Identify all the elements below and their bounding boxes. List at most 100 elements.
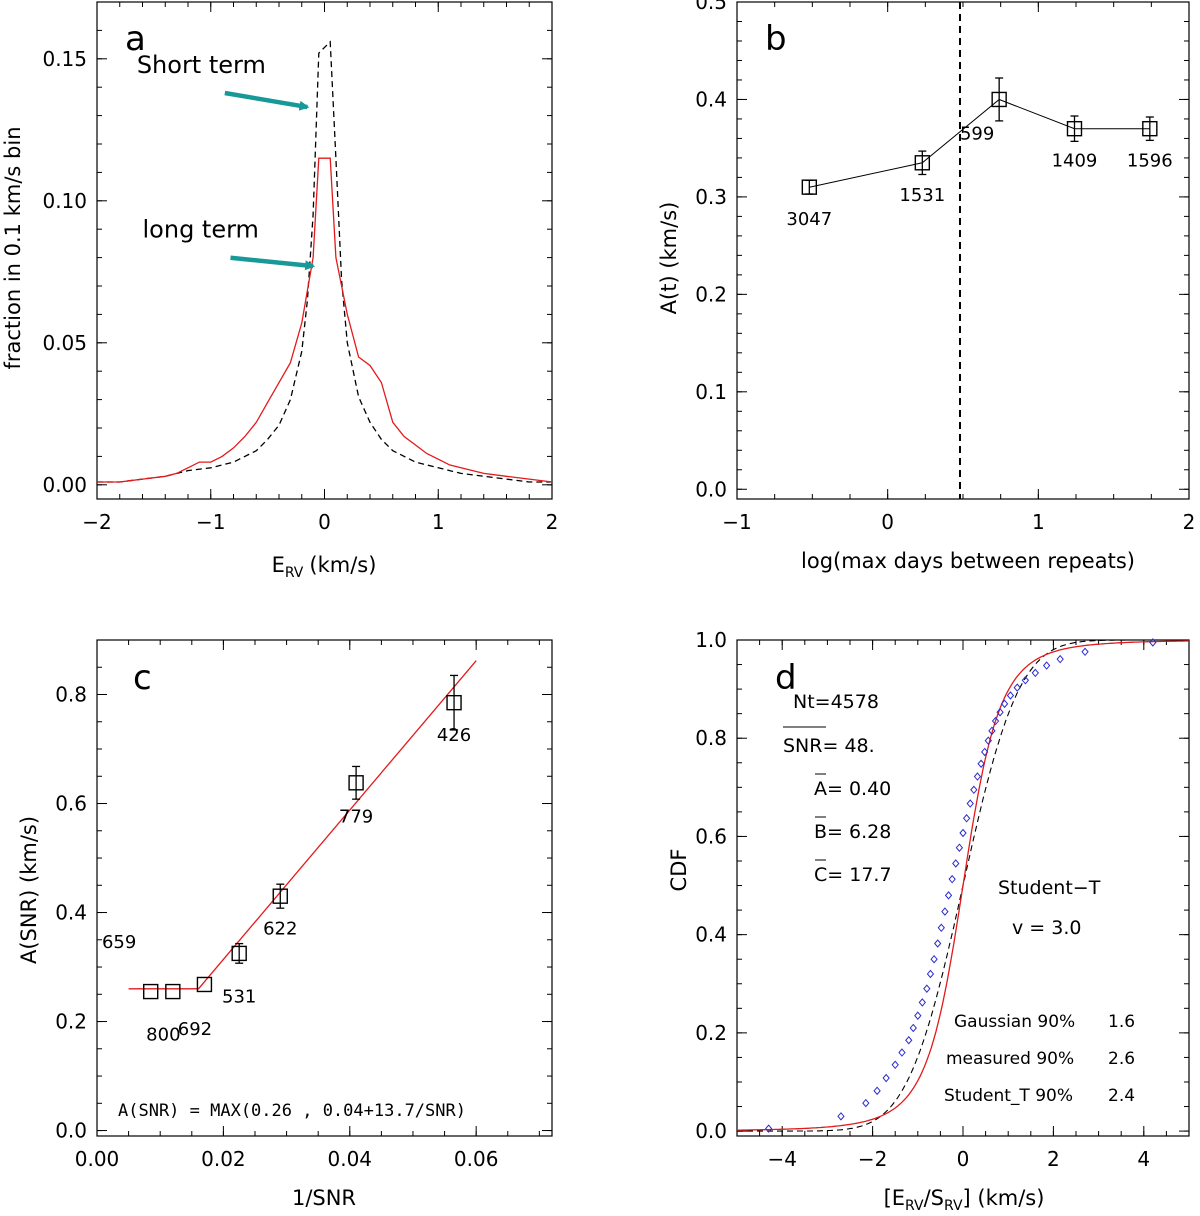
panel-d-xlabel-mid: /S (924, 1186, 944, 1210)
panel-b-ytick-label: 0.2 (695, 282, 727, 306)
long-term-label: long term (143, 216, 259, 244)
measured-point (1013, 683, 1021, 692)
stat-b-value: = 6.28 (827, 821, 891, 843)
stat-c-value: = 17.7 (827, 864, 891, 886)
panel-c-xlabel: 1/SNR (292, 1186, 356, 1210)
panel-b-frame (736, 1, 1190, 500)
at-point (801, 179, 818, 195)
panel-d-ytick-label: 1.0 (695, 628, 727, 652)
stat-c: C= 17.7 (814, 864, 892, 886)
stat-row-0-label: Gaussian 90% (954, 1012, 1075, 1032)
stat-nt: Nt=4578 (793, 691, 879, 713)
measured-point (962, 813, 971, 823)
panel-a-xtick-label: −2 (82, 510, 111, 534)
panel-b-axes: −1 0 1 2 0.0 0.1 0.2 0.3 0.4 0.5 (695, 0, 1195, 534)
panel-a-annotations: Short term long term (137, 51, 316, 271)
panel-d-ytick-label: 0.6 (695, 824, 727, 848)
at-point-label: 1531 (899, 185, 945, 206)
measured-point (905, 1035, 913, 1045)
stat-snr-name: SNR (783, 735, 822, 757)
stat-row-2-value: 2.4 (1108, 1086, 1135, 1106)
panel-d-stats: Nt=4578 SNR= 48. A= 0.40 B= 6.28 C= 17.7… (783, 691, 1135, 1106)
panel-b-label: b (765, 19, 787, 59)
panel-a-xtick-label: −1 (196, 510, 225, 534)
panel-a-xlabel: ERV (km/s) (272, 553, 377, 581)
panel-b: b −1 0 1 2 0.0 0.1 0.2 0.3 0.4 0.5 3047 1531 599 140… (657, 0, 1195, 573)
panel-b-ytick-label: 0.4 (695, 87, 727, 111)
panel-c-axes: 0.00 0.02 0.04 0.06 0.0 0.2 0.4 0.6 0.8 (55, 639, 552, 1171)
panel-a: a −2 −1 0 1 2 0.00 0.05 0.10 0.15 Short term long… (1, 1, 558, 581)
panel-c-xtick-label: 0.02 (201, 1147, 246, 1171)
short-term-label: Short term (137, 51, 266, 79)
panel-b-series: 3047 1531 599 1409 1596 (786, 2, 1173, 499)
asnr-point-label: 426 (437, 725, 471, 746)
measured-point (1000, 699, 1009, 709)
measured-point (837, 1112, 845, 1121)
long-term-line (97, 157, 553, 483)
panel-c-xtick-label: 0.00 (75, 1147, 120, 1171)
panel-d-xtick-label: 2 (1047, 1147, 1060, 1171)
panel-c-xtick-label: 0.06 (454, 1147, 499, 1171)
panel-d-ytick-label: 0.8 (695, 726, 727, 750)
measured-point (996, 707, 1004, 717)
stat-row-1-value: 2.6 (1108, 1049, 1135, 1069)
measured-point (948, 874, 956, 884)
measured-point (914, 1011, 922, 1020)
at-point (991, 91, 1007, 108)
panel-a-ytick-label: 0.15 (42, 47, 87, 71)
asnr-point (348, 775, 364, 791)
panel-d-xlabel-sub2: RV (944, 1198, 963, 1214)
measured-point (970, 785, 978, 795)
panel-a-ytick-label: 0.10 (42, 189, 87, 213)
measured-point (944, 891, 953, 900)
stat-b-name: B (814, 821, 827, 843)
panel-d-xlabel: [ERV/SRV] (km/s) (884, 1186, 1045, 1214)
asnr-point-label: 779 (339, 807, 373, 828)
measured-point (862, 1098, 870, 1108)
long-term-arrow (230, 255, 316, 271)
panel-c-ytick-label: 0.2 (55, 1010, 87, 1034)
measured-point (991, 716, 1000, 726)
panel-a-xtick-label: 0 (318, 510, 331, 534)
asnr-point-label: 531 (222, 986, 256, 1007)
asnr-point-label: 692 (178, 1019, 212, 1040)
stat-row-2-label: Student_T 90% (944, 1086, 1073, 1106)
panel-a-xlabel-sub: RV (285, 565, 304, 581)
panel-a-xtick-label: 1 (432, 510, 445, 534)
panel-a-xlabel-unit: (km/s) (309, 553, 376, 577)
measured-point (988, 726, 996, 736)
stat-snr: SNR= 48. (783, 735, 875, 757)
panel-a-ytick-label: 0.05 (42, 331, 87, 355)
panel-b-ytick-label: 0.5 (695, 0, 727, 14)
asnr-point-label: 800 (146, 1025, 180, 1046)
measured-point (764, 1124, 773, 1133)
measured-point (882, 1073, 890, 1083)
measured-point (926, 969, 935, 979)
panel-d-ytick-label: 0.2 (695, 1021, 727, 1045)
panel-c-ytick-label: 0.4 (55, 901, 87, 925)
stat-a-name: A (814, 778, 827, 800)
panel-a-label: a (125, 19, 146, 59)
panel-c-formula: A(SNR) = MAX(0.26 , 0.04+13.7/SNR) (118, 1101, 466, 1121)
at-point-label: 3047 (786, 209, 832, 230)
asnr-point (143, 983, 159, 1000)
panel-c-ytick-label: 0.0 (55, 1119, 87, 1143)
panel-a-axes: −2 −1 0 1 2 0.00 0.05 0.10 0.15 (42, 1, 558, 534)
at-point (1066, 120, 1083, 137)
panel-d-xtick-label: −4 (767, 1147, 796, 1171)
asnr-point (446, 694, 462, 711)
stat-b: B= 6.28 (814, 821, 891, 843)
panel-b-ytick-label: 0.3 (695, 185, 727, 209)
panel-d-xlabel-end: ] (km/s) (963, 1186, 1045, 1210)
panel-c-ytick-label: 0.8 (55, 683, 87, 707)
panel-b-xtick-label: −1 (722, 510, 751, 534)
measured-point (959, 828, 967, 838)
panel-d-ytick-label: 0.0 (695, 1119, 727, 1143)
panel-d: d −4 −2 0 2 40.00.20.40.60.81.0 Nt=4578 SNR=… (667, 628, 1190, 1214)
at-point-label: 599 (960, 123, 994, 144)
measured-point (891, 1060, 899, 1070)
measured-point (918, 998, 926, 1007)
panel-b-xtick-label: 2 (1183, 510, 1196, 534)
